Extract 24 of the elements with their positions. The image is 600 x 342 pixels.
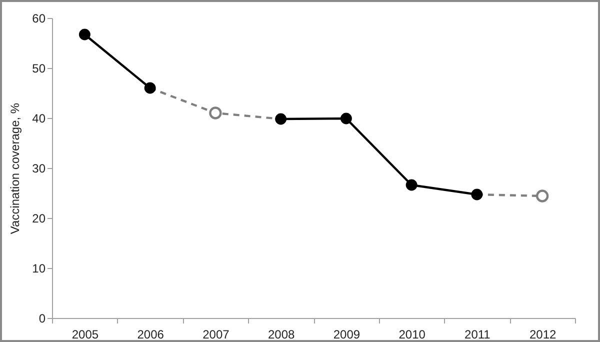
point	[275, 113, 287, 125]
x-tick-label: 2006	[137, 328, 164, 342]
y-tick-label: 40	[32, 112, 46, 126]
y-tick-label: 20	[32, 212, 46, 226]
y-tick-label: 30	[32, 162, 46, 176]
y-tick-label: 50	[32, 62, 46, 76]
x-tick-label: 2011	[464, 328, 491, 342]
point	[536, 190, 549, 202]
point	[406, 179, 418, 191]
point	[78, 28, 90, 40]
x-tick-label: 2008	[268, 328, 295, 342]
point	[209, 106, 222, 120]
point	[144, 82, 156, 94]
point	[340, 112, 352, 124]
y-tick-label: 60	[32, 12, 46, 26]
x-tick-label: 2010	[398, 328, 426, 342]
point	[471, 188, 483, 200]
x-tick-label: 2007	[202, 328, 230, 342]
x-tick-label: 2009	[333, 328, 360, 342]
y-tick-label: 10	[32, 262, 46, 276]
x-tick-label: 2012	[529, 328, 556, 342]
x-tick-label: 2005	[72, 328, 99, 342]
y-tick-label: 0	[38, 312, 46, 326]
y-axis-title: Vaccination coverage, %	[8, 102, 22, 234]
